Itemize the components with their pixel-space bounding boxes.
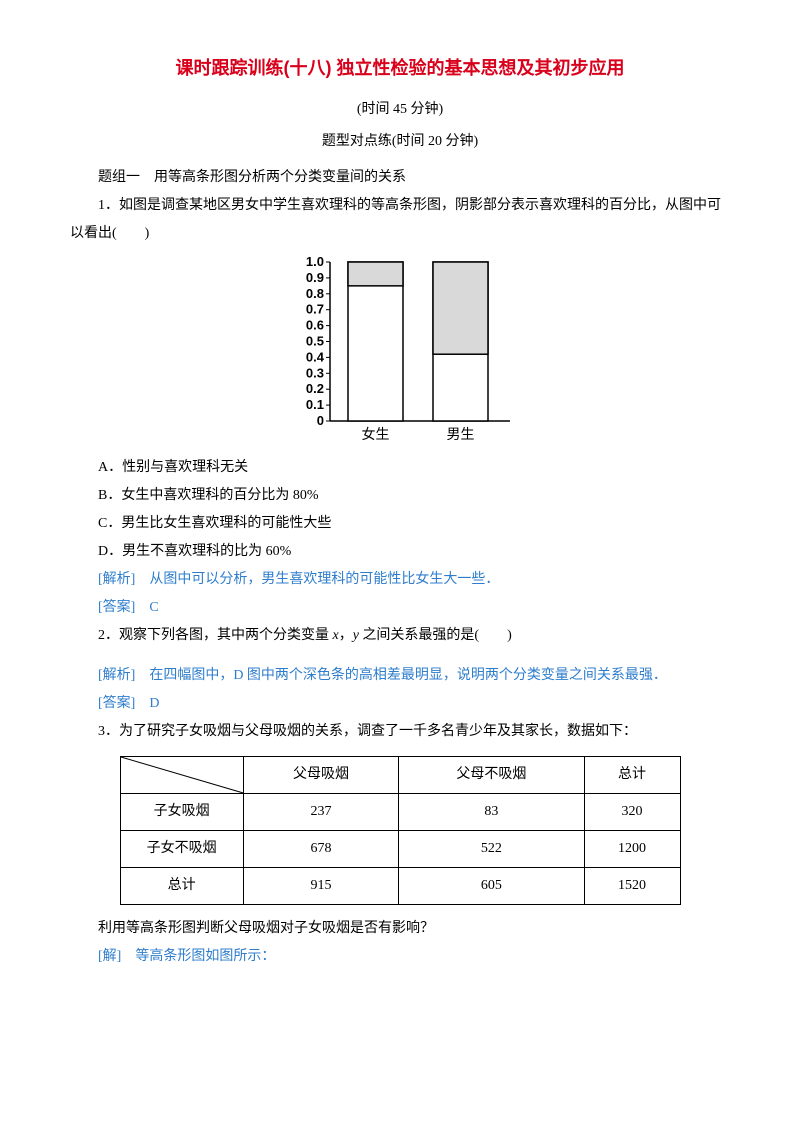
svg-text:女生: 女生 (362, 426, 390, 443)
table-header-cell: 父母不吸烟 (399, 757, 584, 794)
q3-after: 利用等高条形图判断父母吸烟对子女吸烟是否有影响？ (70, 915, 730, 943)
table-cell: 678 (243, 831, 399, 868)
q1-analysis: [解析] 从图中可以分析，男生喜欢理科的可能性比女生大一些． (70, 566, 730, 594)
svg-text:男生: 男生 (447, 427, 475, 443)
q2-text-a: 2．观察下列各图，其中两个分类变量 (98, 628, 333, 643)
svg-text:0.5: 0.5 (306, 334, 324, 349)
table-cell: 320 (584, 794, 680, 831)
svg-text:0.6: 0.6 (306, 318, 324, 333)
q2-text: 2．观察下列各图，其中两个分类变量 x，y 之间关系最强的是( ) (70, 622, 730, 650)
q1-answer: [答案] C (70, 594, 730, 622)
svg-text:0.2: 0.2 (306, 381, 324, 396)
q1-optC: C．男生比女生喜欢理科的可能性大些 (70, 510, 730, 538)
svg-text:0.3: 0.3 (306, 365, 324, 380)
page-title: 课时跟踪训练(十八) 独立性检验的基本思想及其初步应用 (70, 50, 730, 86)
group1-heading: 题组一 用等高条形图分析两个分类变量间的关系 (70, 164, 730, 192)
table-cell: 522 (399, 831, 584, 868)
duration-text: (时间 45 分钟) (70, 96, 730, 124)
svg-text:0.8: 0.8 (306, 286, 324, 301)
q3-solution: [解] 等高条形图如图所示： (70, 943, 730, 971)
svg-text:1.0: 1.0 (306, 256, 324, 269)
svg-text:0.7: 0.7 (306, 302, 324, 317)
q2-answer: [答案] D (70, 690, 730, 718)
table-header-cell (120, 757, 243, 794)
q1-text: 1．如图是调查某地区男女中学生喜欢理科的等高条形图，阴影部分表示喜欢理科的百分比… (70, 192, 730, 248)
table-cell: 1520 (584, 868, 680, 905)
svg-text:0: 0 (317, 413, 324, 428)
table-cell: 915 (243, 868, 399, 905)
table-cell: 子女吸烟 (120, 794, 243, 831)
q3-text: 3．为了研究子女吸烟与父母吸烟的关系，调查了一千多名青少年及其家长，数据如下： (70, 718, 730, 746)
svg-text:0.1: 0.1 (306, 397, 324, 412)
spacer (70, 650, 730, 662)
table-cell: 总计 (120, 868, 243, 905)
q1-optD: D．男生不喜欢理科的比为 60% (70, 538, 730, 566)
section-practice: 题型对点练(时间 20 分钟) (70, 128, 730, 156)
q2-analysis: [解析] 在四幅图中，D 图中两个深色条的高相差最明显，说明两个分类变量之间关系… (70, 662, 730, 690)
q2-text-c: 之间关系最强的是( ) (359, 628, 512, 643)
table-cell: 1200 (584, 831, 680, 868)
q1-optA: A．性别与喜欢理科无关 (70, 454, 730, 482)
table-cell: 子女不吸烟 (120, 831, 243, 868)
table-cell: 237 (243, 794, 399, 831)
table-cell: 83 (399, 794, 584, 831)
table-header-cell: 总计 (584, 757, 680, 794)
svg-text:0.4: 0.4 (306, 349, 325, 364)
table-cell: 605 (399, 868, 584, 905)
q2-text-b: ， (339, 628, 353, 643)
svg-text:0.9: 0.9 (306, 270, 324, 285)
q1-bar-chart: 1.00.90.80.70.60.50.40.30.20.10 女生 男生 (280, 256, 520, 446)
q3-data-table: 父母吸烟父母不吸烟总计子女吸烟23783320子女不吸烟6785221200总计… (120, 756, 681, 905)
q1-optB: B．女生中喜欢理科的百分比为 80% (70, 482, 730, 510)
table-header-cell: 父母吸烟 (243, 757, 399, 794)
